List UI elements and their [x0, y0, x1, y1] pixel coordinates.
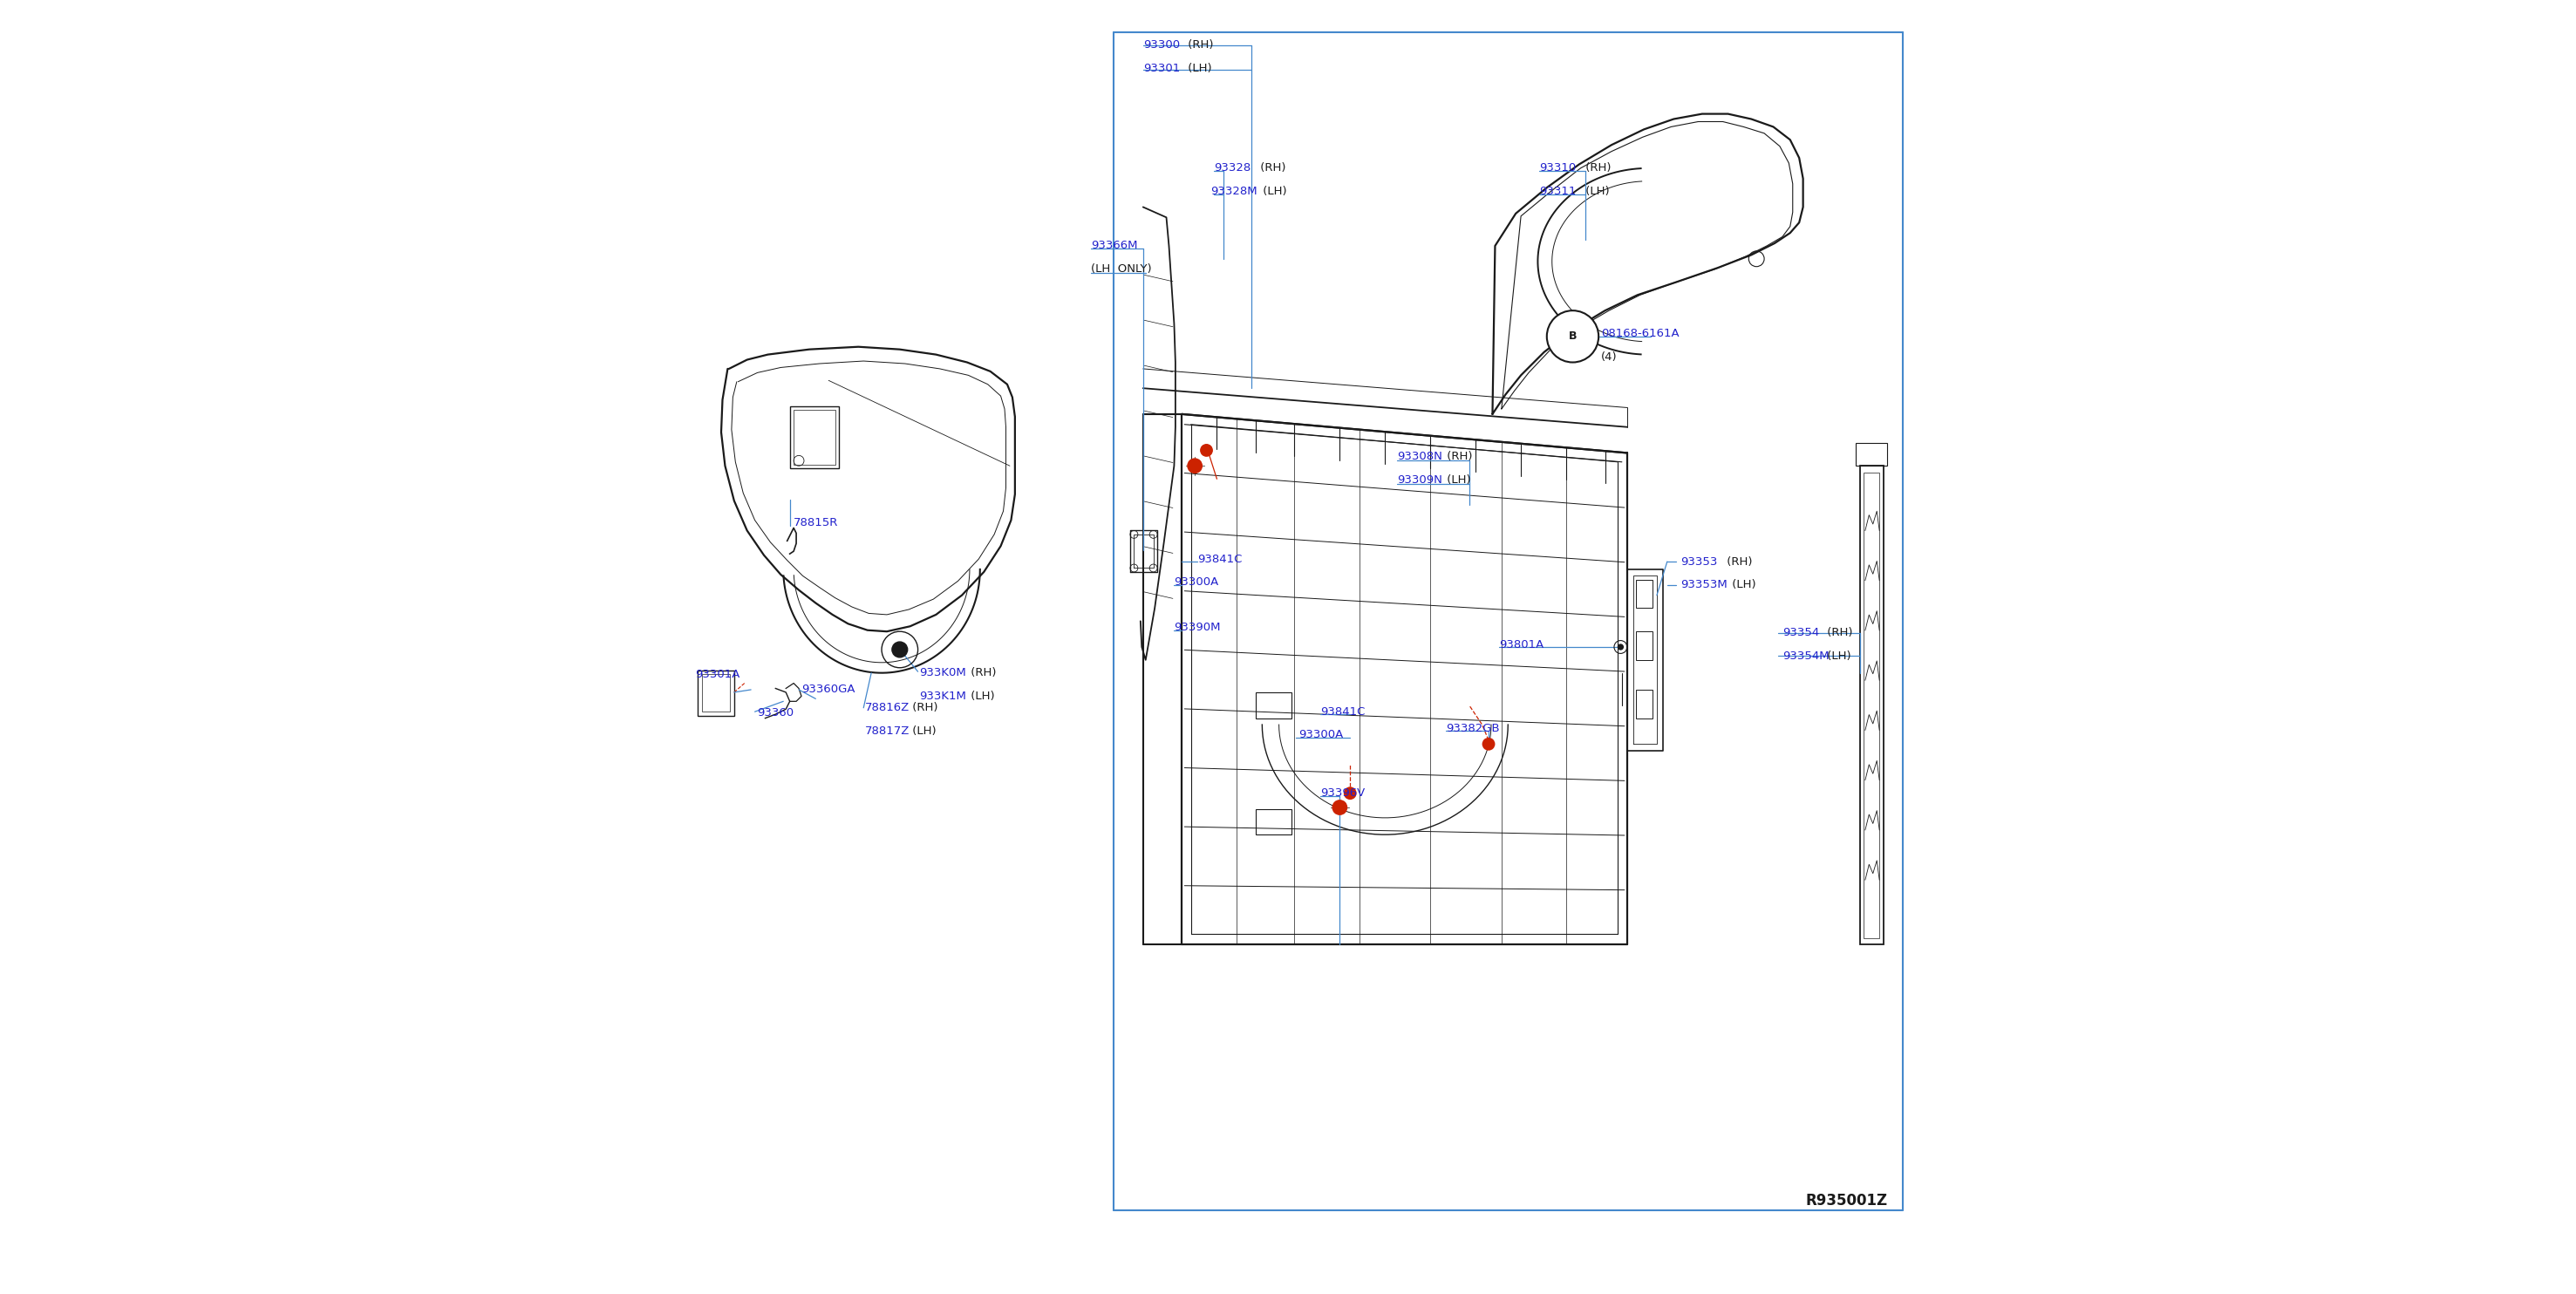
- Text: 93366M: 93366M: [1092, 241, 1139, 251]
- Text: 93300: 93300: [1144, 40, 1180, 50]
- Text: 93801A: 93801A: [1499, 639, 1543, 650]
- Bar: [1857, 443, 1888, 466]
- Circle shape: [1481, 738, 1494, 751]
- Circle shape: [1345, 787, 1358, 800]
- Text: 93396V: 93396V: [1321, 788, 1365, 798]
- Text: (LH): (LH): [966, 691, 994, 701]
- Text: B: B: [1569, 331, 1577, 342]
- Circle shape: [1332, 800, 1347, 815]
- Bar: [701, 674, 729, 712]
- Circle shape: [1200, 444, 1213, 457]
- Text: 93360: 93360: [757, 708, 793, 718]
- Circle shape: [891, 642, 907, 657]
- Text: 93301: 93301: [1144, 63, 1180, 74]
- Text: 93300A: 93300A: [1298, 730, 1342, 740]
- Text: (RH): (RH): [1443, 452, 1473, 462]
- Text: 93300A: 93300A: [1175, 577, 1218, 587]
- Circle shape: [1546, 311, 1600, 362]
- Bar: [698, 670, 734, 716]
- Bar: [1865, 472, 1880, 938]
- Circle shape: [1188, 458, 1203, 474]
- Text: 933K1M: 933K1M: [920, 691, 966, 701]
- Text: 93354: 93354: [1783, 628, 1819, 638]
- Text: (4): (4): [1602, 352, 1618, 362]
- Text: 93841C: 93841C: [1198, 554, 1242, 564]
- Text: 93354M: 93354M: [1783, 651, 1829, 661]
- Bar: [1636, 690, 1654, 718]
- Text: 78816Z: 78816Z: [866, 703, 909, 713]
- Text: (RH): (RH): [1824, 628, 1852, 638]
- Bar: [1636, 631, 1654, 660]
- Text: (RH): (RH): [1257, 163, 1285, 173]
- Text: 78817Z: 78817Z: [866, 726, 909, 736]
- Text: 93353: 93353: [1680, 556, 1718, 567]
- Text: (LH): (LH): [1582, 186, 1610, 197]
- Text: 93310: 93310: [1538, 163, 1577, 173]
- Text: 933K0M: 933K0M: [920, 668, 966, 678]
- Bar: [1860, 466, 1883, 945]
- Text: R935001Z: R935001Z: [1806, 1193, 1888, 1209]
- Bar: [791, 406, 840, 468]
- Text: 93308N: 93308N: [1396, 452, 1443, 462]
- Circle shape: [1618, 644, 1623, 650]
- Text: (LH): (LH): [1443, 475, 1471, 485]
- Text: 78815R: 78815R: [793, 518, 837, 528]
- Text: (RH): (RH): [909, 703, 938, 713]
- Text: 93311: 93311: [1538, 186, 1577, 197]
- Text: 93301A: 93301A: [696, 669, 739, 679]
- Text: (RH): (RH): [1582, 163, 1610, 173]
- Bar: [1255, 809, 1293, 835]
- Text: 93328M: 93328M: [1211, 186, 1257, 197]
- Text: 08168-6161A: 08168-6161A: [1602, 329, 1680, 339]
- Text: 93328: 93328: [1213, 163, 1252, 173]
- Text: (RH): (RH): [966, 668, 997, 678]
- Text: (LH): (LH): [1824, 651, 1852, 661]
- Text: (LH): (LH): [909, 726, 938, 736]
- Text: 93353M: 93353M: [1680, 580, 1726, 590]
- Text: (LH): (LH): [1728, 580, 1757, 590]
- Text: (LH): (LH): [1260, 186, 1288, 197]
- Text: (LH): (LH): [1185, 63, 1213, 74]
- Text: 93382GB: 93382GB: [1445, 723, 1499, 734]
- Text: 93360GA: 93360GA: [801, 685, 855, 695]
- Text: 93309N: 93309N: [1396, 475, 1443, 485]
- Bar: [1255, 692, 1293, 718]
- Bar: [1636, 580, 1654, 608]
- Text: (RH): (RH): [1185, 40, 1213, 50]
- Text: 93390M: 93390M: [1175, 622, 1221, 633]
- Text: 93841C: 93841C: [1321, 707, 1365, 717]
- Bar: [793, 410, 835, 465]
- Text: (LH  ONLY): (LH ONLY): [1092, 264, 1151, 274]
- Text: (RH): (RH): [1723, 556, 1752, 567]
